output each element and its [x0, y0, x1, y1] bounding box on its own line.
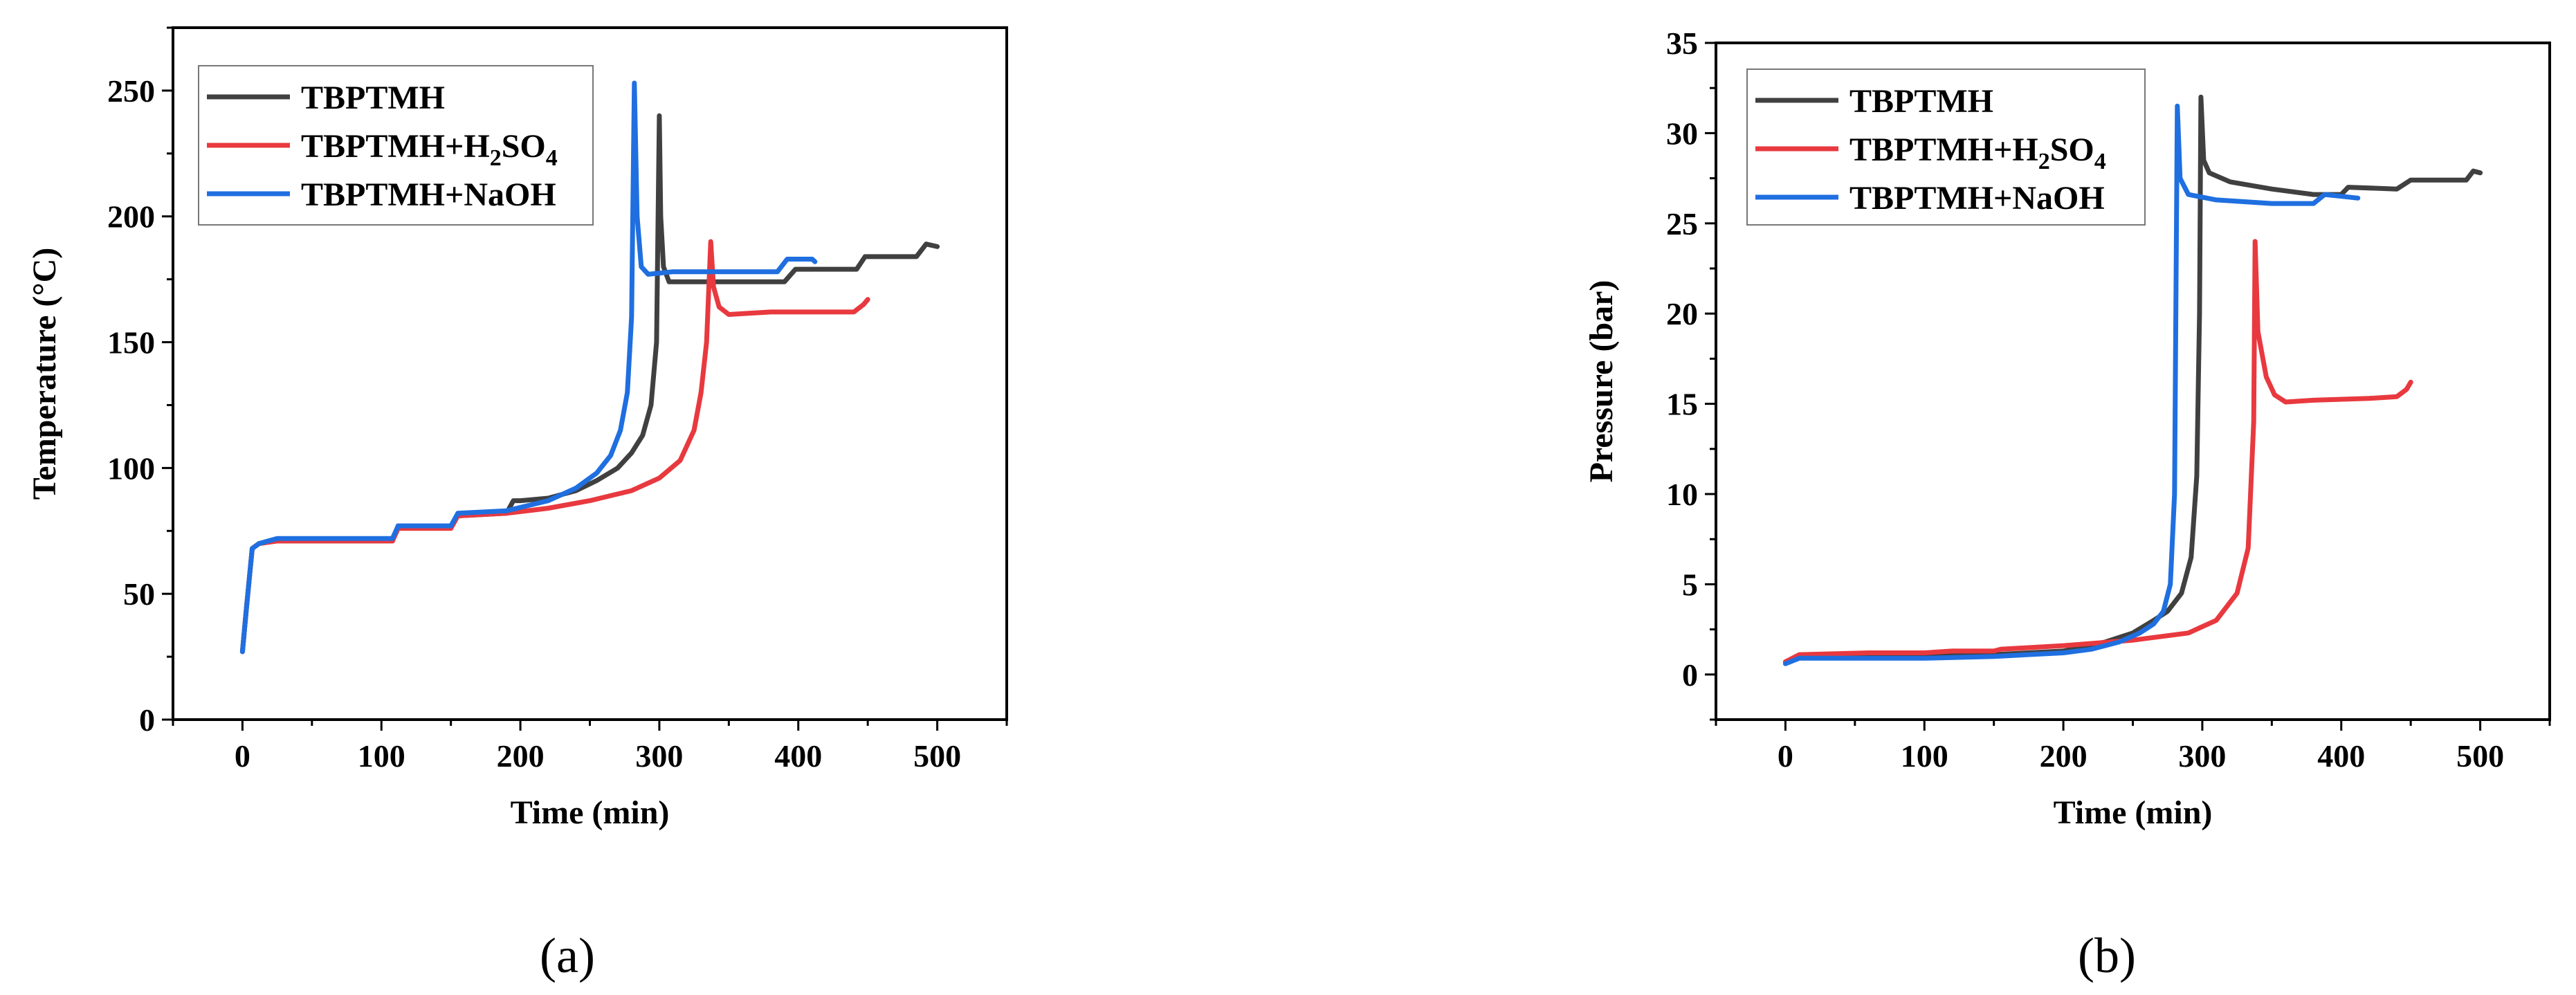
- chart-panel-b: 0 100 200 300 400 500 0 5 10 15 20 25 30 35 Time (min)…: [1583, 26, 2551, 831]
- legend-subscript: 2: [2038, 149, 2050, 174]
- y-tick-label: 200: [107, 199, 155, 235]
- x-tick-label: 200: [497, 738, 545, 774]
- x-tick-label: 0: [1778, 738, 1793, 774]
- x-tick-label: 100: [358, 738, 405, 774]
- panel-label-b: (b): [2078, 928, 2136, 983]
- series-group: [1782, 94, 2483, 666]
- series-line-tbptmh-naoh: [239, 80, 818, 655]
- y-axis-title: Temperature (°C): [26, 248, 63, 500]
- legend-label-tbptmh: TBPTMH: [1849, 83, 1993, 120]
- y-tick-label: 0: [1682, 657, 1698, 693]
- y-tick-label: 50: [123, 576, 155, 612]
- legend-label-tbptmh-h2so4: TBPTMH+H2SO4: [301, 128, 558, 171]
- series-line-tbptmh-naoh: [1782, 103, 2361, 666]
- y-tick-label: 25: [1666, 206, 1698, 241]
- legend-label-tbptmh-h2so4: TBPTMH+H2SO4: [1849, 131, 2106, 174]
- series-line-tbptmh-h2so4: [239, 239, 870, 655]
- series-line-tbptmh-h2so4: [1782, 239, 2413, 664]
- legend-subscript: 4: [546, 145, 558, 171]
- legend-label-part: TBPTMH: [1849, 83, 1993, 120]
- legend-subscript: 4: [2094, 149, 2106, 174]
- y-tick-label: 0: [139, 702, 155, 738]
- x-tick-label: 100: [1901, 738, 1948, 774]
- legend-subscript: 2: [490, 145, 502, 171]
- legend-label-part: SO: [502, 128, 546, 165]
- legend-label-tbptmh-naoh: TBPTMH+NaOH: [301, 176, 556, 213]
- y-tick-label: 30: [1666, 116, 1698, 151]
- panel-label-a: (a): [540, 928, 595, 983]
- legend-label-part: SO: [2050, 131, 2094, 168]
- x-tick-label: 500: [2456, 738, 2504, 774]
- x-axis-title: Time (min): [2054, 794, 2213, 831]
- x-tick-label: 300: [635, 738, 683, 774]
- x-tick-label: 400: [2317, 738, 2365, 774]
- y-tick-label: 35: [1666, 26, 1698, 61]
- y-tick-label: 10: [1666, 477, 1698, 512]
- x-tick-label: 300: [2178, 738, 2226, 774]
- legend-label-part: TBPTMH+NaOH: [301, 176, 556, 213]
- y-tick-label: 100: [107, 450, 155, 486]
- y-axis-title: Pressure (bar): [1583, 280, 1620, 483]
- x-tick-label: 0: [235, 738, 250, 774]
- legend-label-part: TBPTMH+H: [301, 128, 490, 165]
- y-tick-label: 250: [107, 73, 155, 109]
- x-axis-title: Time (min): [511, 794, 670, 831]
- x-tick-label: 500: [913, 738, 961, 774]
- y-tick-label: 20: [1666, 296, 1698, 331]
- series-group: [239, 80, 940, 655]
- y-tick-label: 5: [1682, 567, 1698, 602]
- legend: TBPTMH TBPTMH+H2SO4 TBPTMH+NaOH: [1746, 69, 2146, 226]
- x-tick-label: 400: [774, 738, 822, 774]
- x-tick-label: 200: [2040, 738, 2088, 774]
- chart-panel-a: 0 100 200 300 400 500 0 50 100 150 200 250 Time (min…: [26, 26, 1008, 831]
- y-tick-label: 15: [1666, 387, 1698, 422]
- legend-label-tbptmh-naoh: TBPTMH+NaOH: [1849, 180, 2105, 217]
- legend: TBPTMH TBPTMH+H2SO4 TBPTMH+NaOH: [198, 65, 594, 226]
- legend-label-tbptmh: TBPTMH: [301, 80, 445, 116]
- legend-label-part: TBPTMH+NaOH: [1849, 180, 2105, 217]
- y-tick-label: 150: [107, 325, 155, 360]
- legend-label-part: TBPTMH: [301, 80, 445, 116]
- legend-label-part: TBPTMH+H: [1849, 131, 2038, 168]
